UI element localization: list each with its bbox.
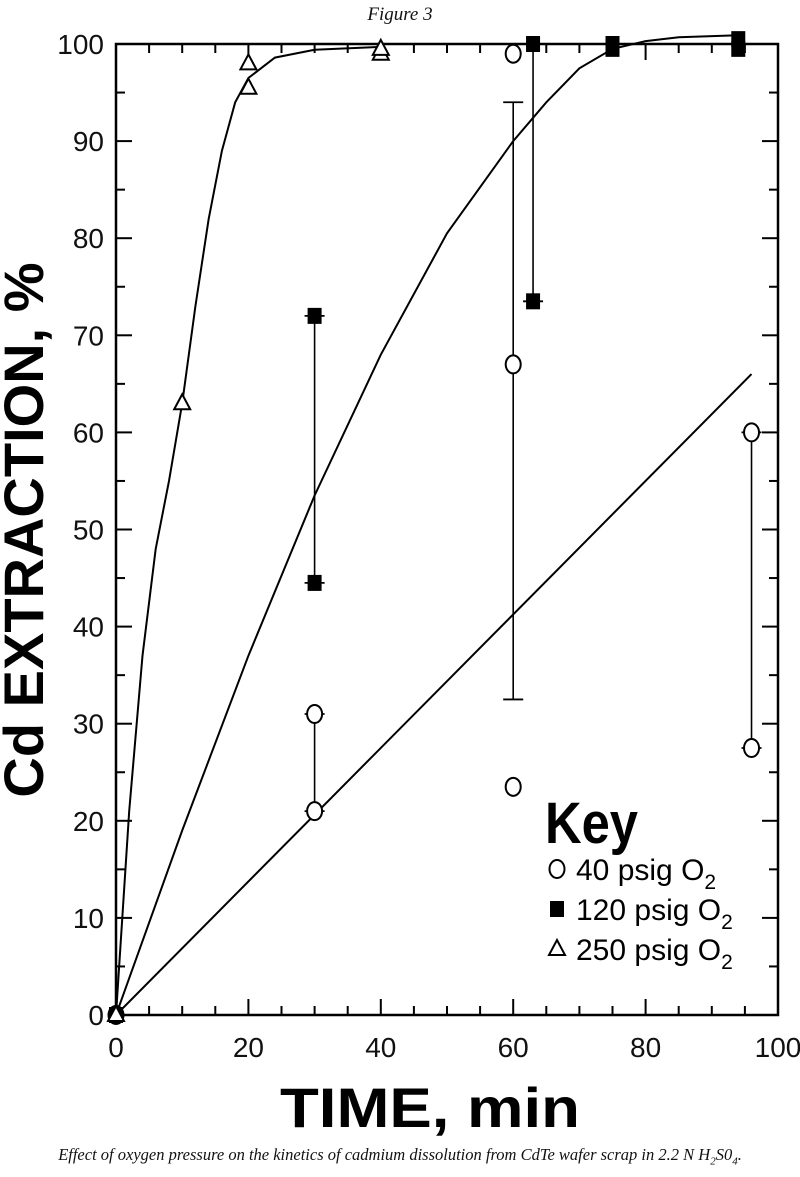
data-point [307, 307, 322, 324]
x-tick-label: 20 [233, 1032, 264, 1063]
data-point [731, 31, 746, 48]
x-tick-label: 60 [498, 1032, 529, 1063]
data-point [172, 392, 192, 411]
y-tick-label: 80 [73, 223, 104, 254]
caption-main: Effect of oxygen pressure on the kinetic… [58, 1145, 711, 1164]
caption-sub-2: 4 [732, 1155, 738, 1168]
data-point [238, 76, 259, 95]
legend-marker [548, 859, 566, 879]
legend-label: 40 psig O2 [576, 854, 716, 894]
legend-label: 120 psig O2 [576, 894, 733, 934]
y-tick-label: 10 [73, 903, 104, 934]
data-point [526, 36, 541, 52]
data-point [743, 737, 761, 758]
x-tick-label: 80 [630, 1032, 661, 1063]
data-point [605, 36, 620, 52]
data-point [307, 574, 322, 591]
data-point [106, 1003, 126, 1022]
data-point [504, 43, 522, 64]
data-point [306, 801, 324, 822]
error-bars [304, 43, 762, 812]
data-point [743, 422, 761, 443]
data-point [238, 52, 259, 71]
caption-mid: S0 [715, 1145, 733, 1164]
caption-sub-1: 2 [710, 1155, 716, 1168]
y-tick-label: 70 [73, 320, 104, 351]
data-point [504, 354, 522, 375]
fit-line [115, 45, 381, 1016]
y-tick-label: 30 [73, 709, 104, 740]
x-tick-label: 100 [755, 1032, 800, 1063]
legend-label: 250 psig O2 [576, 934, 733, 974]
tick-labels: 0 20 40 60 80 100 0 10 20 30 40 50 60 70 80 90 100 [57, 29, 800, 1063]
y-tick-label: 60 [73, 417, 104, 448]
legend-label-sub: 2 [721, 911, 733, 934]
y-tick-label: 20 [73, 806, 104, 837]
chart: 0 20 40 60 80 100 0 10 20 30 40 50 60 70 80 90 100 Cd EX… [0, 29, 800, 1139]
figure-caption: Effect of oxygen pressure on the kinetic… [0, 1145, 800, 1167]
fit-line [115, 373, 753, 1016]
legend-label-sub: 2 [721, 951, 733, 974]
y-tick-label: 90 [73, 126, 104, 157]
y-tick-label: 40 [73, 612, 104, 643]
legend-entry: 120 psig O2 [550, 894, 733, 934]
y-tick-label: 50 [73, 515, 104, 546]
legend-entry: 250 psig O2 [547, 934, 733, 974]
y-tick-label: 100 [57, 29, 104, 60]
legend-title: Key [545, 791, 638, 856]
data-points [106, 31, 761, 1025]
figure-label: Figure 3 [367, 4, 433, 25]
data-point [306, 703, 324, 724]
data-point [526, 293, 541, 310]
x-axis-title: TIME, min [280, 1076, 580, 1139]
caption-end: . [737, 1145, 742, 1164]
legend-marker [547, 937, 567, 956]
x-tick-label: 0 [108, 1032, 124, 1063]
data-point [504, 776, 522, 797]
legend-marker [550, 901, 564, 917]
legend-entry: 40 psig O2 [548, 854, 716, 894]
legend-label-sub: 2 [704, 871, 716, 894]
axes [114, 42, 780, 1017]
x-tick-label: 40 [365, 1032, 396, 1063]
y-axis-title: Cd EXTRACTION, % [0, 262, 55, 797]
data-point [371, 37, 391, 56]
y-tick-label: 0 [88, 1000, 104, 1031]
